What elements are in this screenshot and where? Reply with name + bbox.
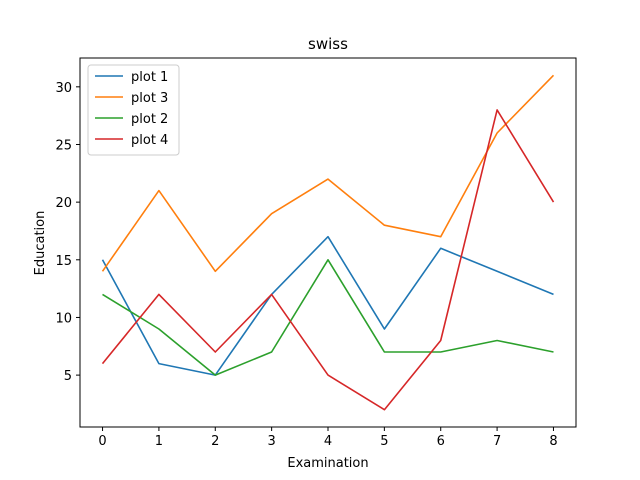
series-line-plot-4 bbox=[101, 109, 555, 411]
y-tick-label: 20 bbox=[55, 196, 72, 211]
y-tick-label: 25 bbox=[55, 138, 72, 153]
y-tick-label: 10 bbox=[55, 311, 72, 326]
legend-label: plot 1 bbox=[131, 70, 168, 85]
x-tick-label: 4 bbox=[324, 434, 332, 449]
legend-label: plot 2 bbox=[131, 112, 168, 127]
x-axis-label: Examination bbox=[287, 456, 368, 471]
series-line-plot-3 bbox=[101, 74, 555, 273]
y-axis: 5 10 15 20 25 30 bbox=[55, 81, 80, 384]
x-tick-label: 1 bbox=[155, 434, 163, 449]
legend-label: plot 4 bbox=[131, 133, 168, 148]
series-line-plot-2 bbox=[102, 258, 554, 376]
legend: plot 1 plot 3 plot 2 plot 4 bbox=[87, 64, 180, 156]
x-axis: 0 1 2 3 4 5 6 7 8 bbox=[98, 427, 558, 449]
x-tick-label: 0 bbox=[98, 434, 106, 449]
chart-title: swiss bbox=[308, 35, 348, 53]
legend-label: plot 3 bbox=[131, 91, 168, 106]
x-tick-label: 8 bbox=[549, 434, 557, 449]
x-tick-label: 3 bbox=[267, 434, 275, 449]
x-tick-label: 7 bbox=[493, 434, 501, 449]
y-axis-label: Education bbox=[33, 211, 48, 276]
legend-box bbox=[87, 64, 180, 156]
series-line-plot-1 bbox=[101, 235, 554, 376]
y-tick-label: 30 bbox=[55, 81, 72, 96]
series-layer bbox=[101, 74, 555, 411]
x-tick-label: 5 bbox=[380, 434, 388, 449]
y-tick-label: 5 bbox=[64, 369, 72, 384]
y-tick-label: 15 bbox=[55, 254, 72, 269]
x-tick-label: 2 bbox=[211, 434, 219, 449]
x-tick-label: 6 bbox=[437, 434, 445, 449]
